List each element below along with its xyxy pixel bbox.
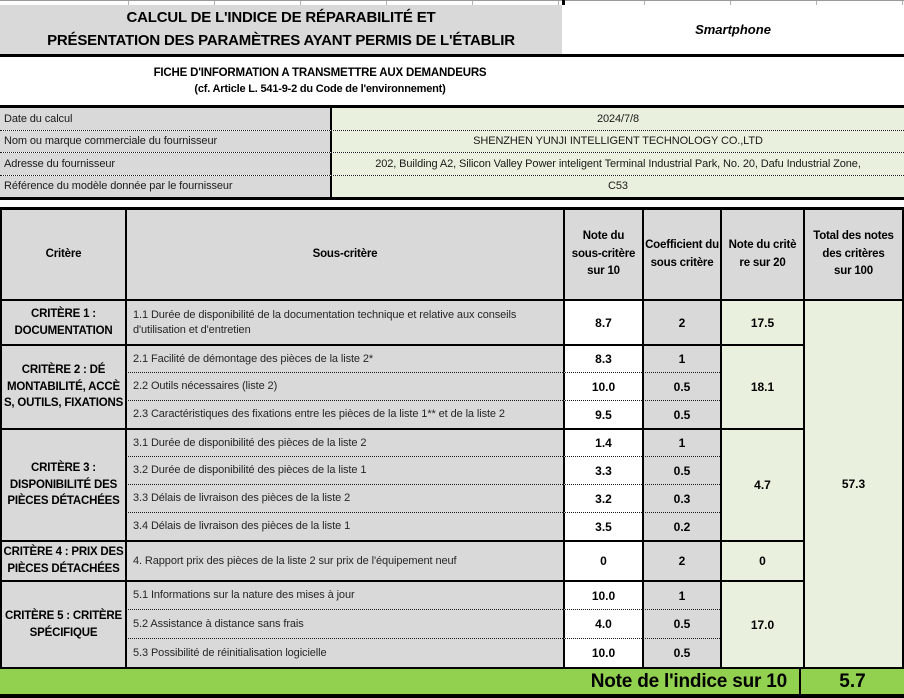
subcriterion-coefficient: 1 bbox=[642, 428, 720, 456]
subcriterion-note: 3.5 bbox=[563, 512, 642, 540]
subcriterion-coefficient: 0.5 bbox=[642, 638, 720, 667]
subcriterion-note: 0 bbox=[563, 540, 642, 580]
subcriterion-coefficient: 0.2 bbox=[642, 512, 720, 540]
subcriterion-label: 2.3 Caractéristiques des fixations entre… bbox=[125, 400, 563, 428]
info-label: Adresse du fournisseur bbox=[0, 153, 332, 175]
criteria-table: Critère Sous-critère Note du sous-critèr… bbox=[0, 207, 904, 667]
subcriterion-coefficient: 1 bbox=[642, 344, 720, 372]
subcriterion-note: 3.2 bbox=[563, 484, 642, 512]
subcriterion-note: 8.3 bbox=[563, 344, 642, 372]
info-label: Nom ou marque commerciale du fournisseur bbox=[0, 130, 332, 152]
criterion-4-label: CRITÈRE 4 : PRIX DES PIÈCES DÉTACHÉES bbox=[2, 540, 125, 580]
page-title: CALCUL DE L'INDICE DE RÉPARABILITÉ ET PR… bbox=[0, 5, 562, 54]
subcriterion-coefficient: 0.5 bbox=[642, 456, 720, 484]
subcriterion-coefficient: 0.5 bbox=[642, 400, 720, 428]
info-label: Date du calcul bbox=[0, 108, 332, 130]
subcriterion-note: 4.0 bbox=[563, 609, 642, 638]
criterion-1-note20: 17.5 bbox=[720, 301, 803, 344]
product-type: Smartphone bbox=[562, 5, 904, 54]
subcriterion-label: 5.1 Informations sur la nature des mises… bbox=[125, 580, 563, 609]
subcriterion-note: 8.7 bbox=[563, 301, 642, 344]
index-value: 5.7 bbox=[839, 670, 866, 692]
column-header-sous-critere: Sous-critère bbox=[125, 210, 563, 301]
subcriterion-label: 2.1 Facilité de démontage des pièces de … bbox=[125, 344, 563, 372]
subcriterion-note: 10.0 bbox=[563, 580, 642, 609]
info-row-date: Date du calcul 2024/7/8 bbox=[0, 108, 904, 130]
subcriterion-note: 1.4 bbox=[563, 428, 642, 456]
subcriterion-coefficient: 0.5 bbox=[642, 609, 720, 638]
info-row-model-reference: Référence du modèle donnée par le fourni… bbox=[0, 174, 904, 197]
criterion-2-note20: 18.1 bbox=[720, 344, 803, 428]
subcriterion-coefficient: 1 bbox=[642, 580, 720, 609]
column-header-coefficient: Coefficient du sous critère bbox=[642, 210, 720, 301]
criterion-4-note20: 0 bbox=[720, 540, 803, 580]
column-header-total100: Total des notes des critères sur 100 bbox=[803, 210, 902, 301]
divider bbox=[0, 105, 904, 108]
subcriterion-label: 5.2 Assistance à distance sans frais bbox=[125, 609, 563, 638]
subcriterion-coefficient: 0.3 bbox=[642, 484, 720, 512]
total-notes-cell: 57.3 bbox=[803, 301, 902, 667]
info-value: SHENZHEN YUNJI INTELLIGENT TECHNOLOGY CO… bbox=[332, 130, 904, 152]
info-value: 2024/7/8 bbox=[332, 108, 904, 130]
subtitle-line2: (cf. Article L. 541-9-2 du Code de l'env… bbox=[194, 83, 446, 95]
criterion-5-label: CRITÈRE 5 : CRITÈRE SPÉCIFIQUE bbox=[2, 580, 125, 667]
info-row-supplier-address: Adresse du fournisseur 202, Building A2,… bbox=[0, 152, 904, 175]
subcriterion-note: 3.3 bbox=[563, 456, 642, 484]
info-value: 202, Building A2, Silicon Valley Power i… bbox=[332, 153, 904, 175]
subcriterion-note: 10.0 bbox=[563, 638, 642, 667]
criterion-3-note20: 4.7 bbox=[720, 428, 803, 540]
subcriterion-label: 5.3 Possibilité de réinitialisation logi… bbox=[125, 638, 563, 667]
subcriterion-label: 3.3 Délais de livraison des pièces de la… bbox=[125, 484, 563, 512]
info-label: Référence du modèle donnée par le fourni… bbox=[0, 175, 332, 197]
subcriterion-coefficient: 2 bbox=[642, 301, 720, 344]
column-header-critere: Critère bbox=[2, 210, 125, 301]
spreadsheet-gridline-strip bbox=[0, 0, 904, 5]
subcriterion-label: 3.1 Durée de disponibilité des pièces de… bbox=[125, 428, 563, 456]
divider bbox=[0, 54, 904, 57]
supplier-info-table: Date du calcul 2024/7/8 Nom ou marque co… bbox=[0, 108, 904, 200]
criterion-1-label: CRITÈRE 1 : DOCUMENTATION bbox=[2, 301, 125, 344]
column-header-note20: Note du critè re sur 20 bbox=[720, 210, 803, 301]
criterion-2-label: CRITÈRE 2 : DÉ MONTABILITÉ, ACCÈ S, OUTI… bbox=[2, 344, 125, 428]
subcriterion-label: 4. Rapport prix des pièces de la liste 2… bbox=[125, 540, 563, 580]
info-row-supplier-name: Nom ou marque commerciale du fournisseur… bbox=[0, 129, 904, 152]
subcriterion-note: 9.5 bbox=[563, 400, 642, 428]
subtitle-line1: FICHE D'INFORMATION A TRANSMETTRE AUX DE… bbox=[153, 67, 487, 79]
criterion-3-label: CRITÈRE 3 : DISPONIBILITÉ DES PIÈCES DÉT… bbox=[2, 428, 125, 540]
subcriterion-note: 10.0 bbox=[563, 372, 642, 400]
subcriterion-label: 3.2 Durée de disponibilité des pièces de… bbox=[125, 456, 563, 484]
subcriterion-label: 1.1 Durée de disponibilité de la documen… bbox=[125, 301, 563, 344]
criterion-5-note20: 17.0 bbox=[720, 580, 803, 667]
index-label: Note de l'indice sur 10 bbox=[0, 669, 801, 694]
subcriterion-coefficient: 0.5 bbox=[642, 372, 720, 400]
index-footer: Note de l'indice sur 10 5.7 bbox=[0, 667, 904, 698]
subcriterion-coefficient: 2 bbox=[642, 540, 720, 580]
title-row: CALCUL DE L'INDICE DE RÉPARABILITÉ ET PR… bbox=[0, 5, 904, 54]
subcriterion-label: 2.2 Outils nécessaires (liste 2) bbox=[125, 372, 563, 400]
subtitle: FICHE D'INFORMATION A TRANSMETTRE AUX DE… bbox=[0, 57, 640, 105]
column-header-note10: Note du sous-critère sur 10 bbox=[563, 210, 642, 301]
info-value: C53 bbox=[332, 175, 904, 197]
subcriterion-label: 3.4 Délais de livraison des pièces de la… bbox=[125, 512, 563, 540]
